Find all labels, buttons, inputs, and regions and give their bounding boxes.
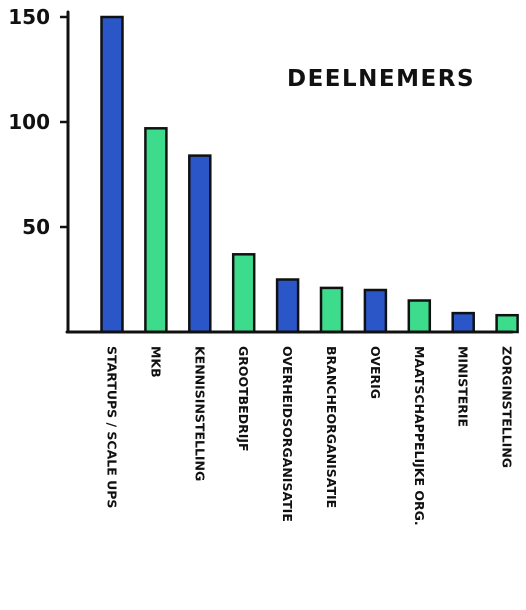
bar <box>363 288 388 334</box>
y-tick-label: 50 <box>22 215 50 239</box>
category-label: STARTUPS / SCALE UPS <box>105 346 120 508</box>
category-label: MKB <box>148 346 163 378</box>
bar <box>100 15 124 334</box>
bar <box>451 311 475 334</box>
bars <box>100 15 519 334</box>
bar <box>188 154 212 334</box>
y-axis-ticks: 50 100 150 <box>8 5 69 239</box>
category-labels: STARTUPS / SCALE UPS MKB KENNISINSTELLING G… <box>105 346 515 526</box>
category-label: OVERHEIDSORGANISATIE <box>280 346 295 522</box>
y-tick-label: 150 <box>8 5 50 29</box>
category-label: KENNISINSTELLING <box>192 346 207 481</box>
bar <box>231 253 256 334</box>
category-label: MINISTERIE <box>456 346 471 427</box>
category-label: OVERIG <box>368 346 383 399</box>
y-tick-label: 100 <box>8 110 50 134</box>
bar <box>319 286 344 334</box>
category-label: BRANCHEORGANISATIE <box>324 346 339 508</box>
bar <box>144 127 168 334</box>
bar <box>495 313 519 334</box>
category-label: MAATSCHAPPELIJKE ORG. <box>412 346 427 526</box>
category-label: ZORGINSTELLING <box>500 346 515 468</box>
chart-title: DEELNEMERS <box>287 66 475 92</box>
bar <box>275 278 300 334</box>
bar <box>407 299 432 334</box>
category-label: GROOTBEDRIJF <box>236 346 251 452</box>
